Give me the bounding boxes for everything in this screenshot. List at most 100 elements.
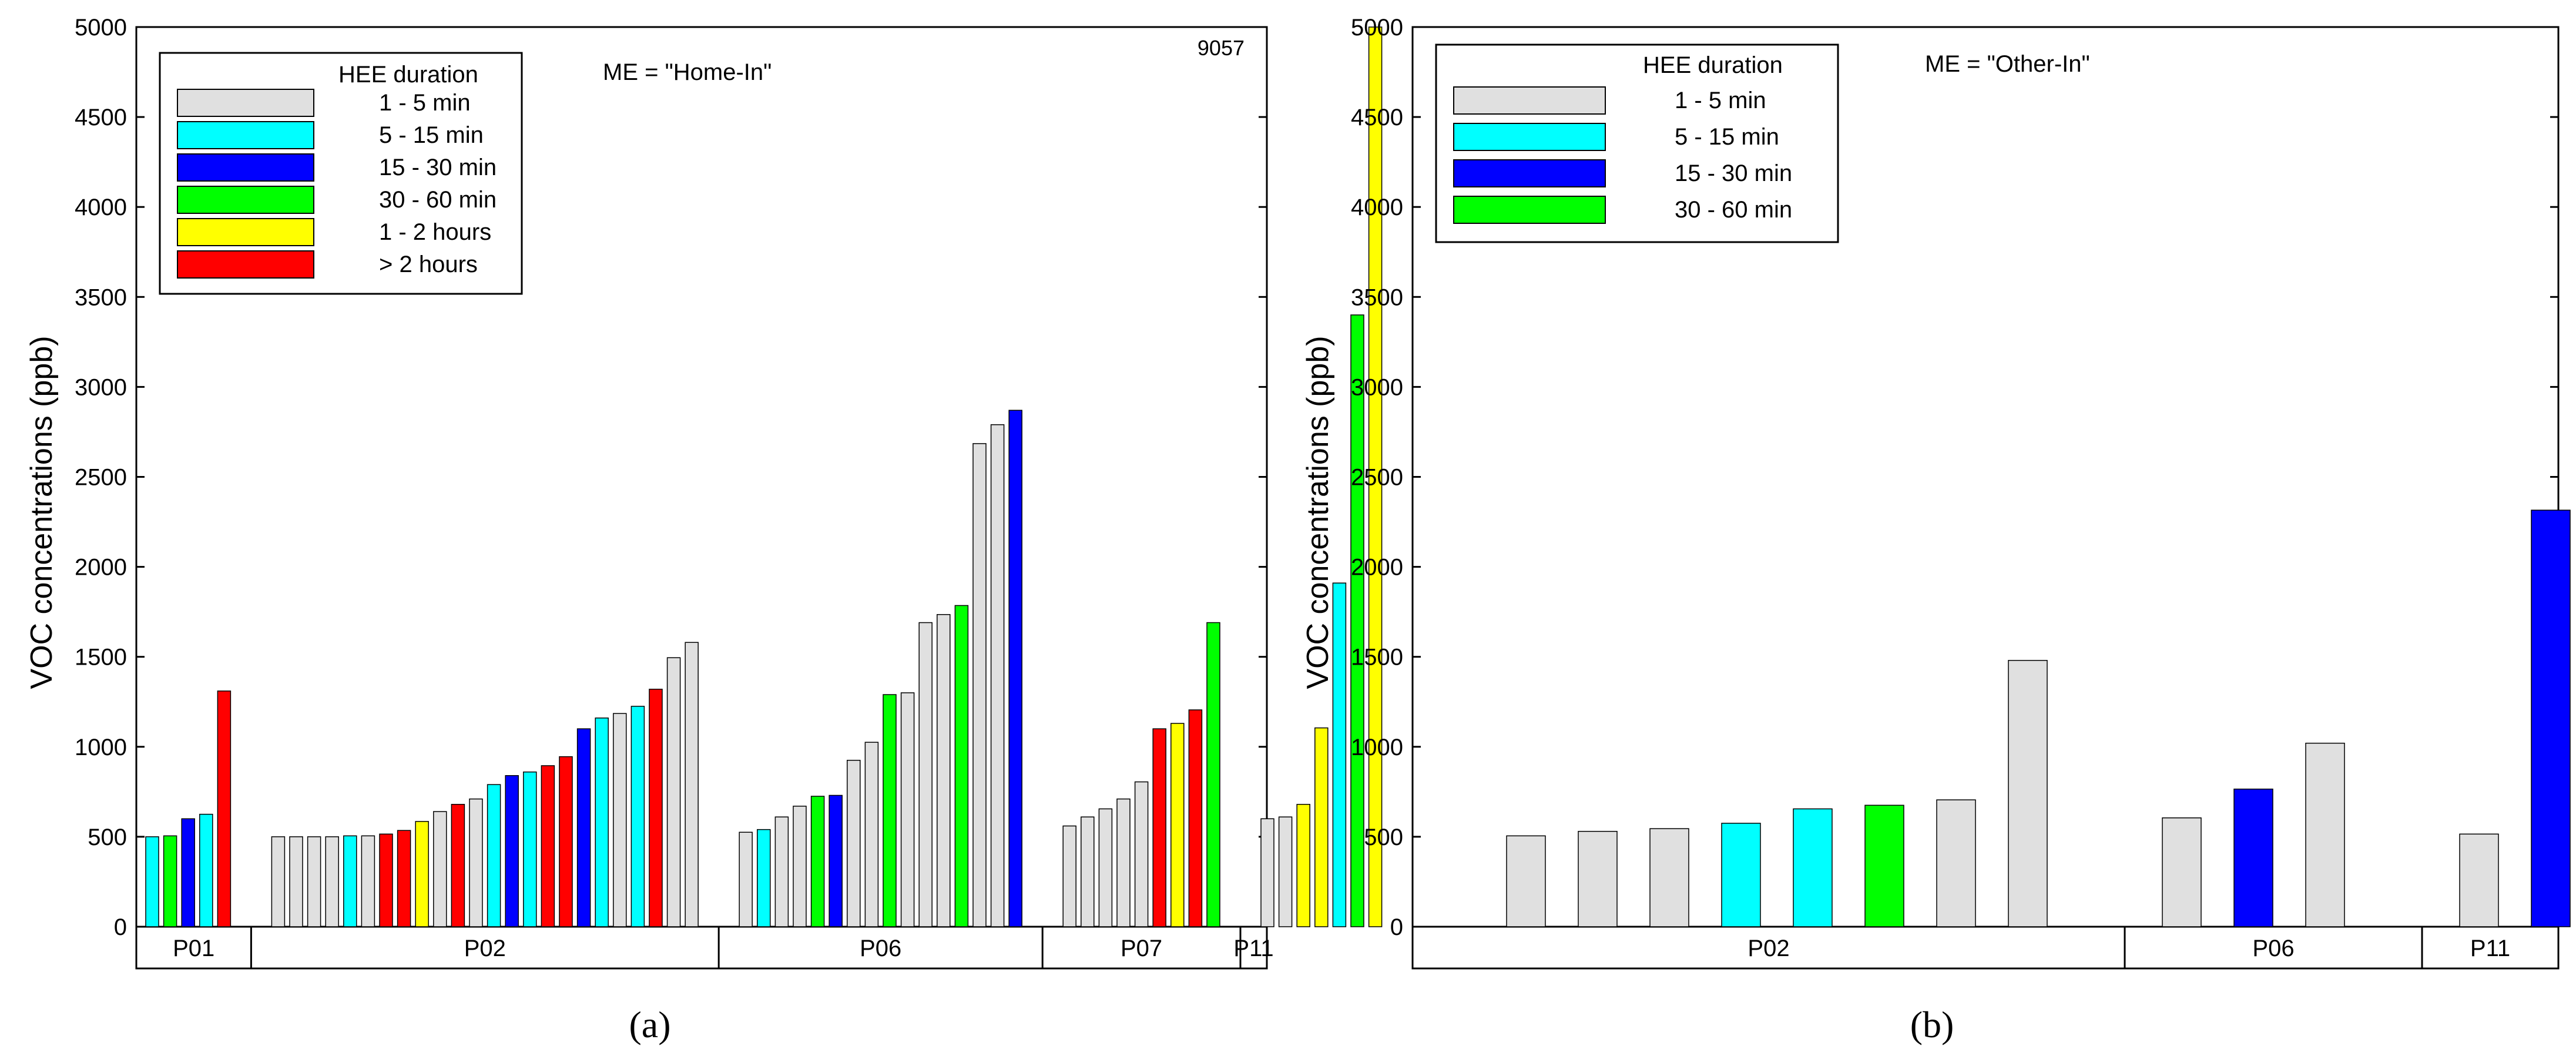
- y-tick-label: 0: [114, 914, 127, 940]
- bar: [451, 804, 465, 927]
- y-tick-label: 2000: [1351, 555, 1403, 581]
- bar: [1864, 804, 1904, 927]
- bar: [1578, 830, 1618, 927]
- bar: [2162, 817, 2202, 927]
- y-tick-label: 1000: [75, 735, 127, 760]
- bar: [829, 794, 843, 927]
- group-label: P11: [2470, 936, 2510, 961]
- bar: [2008, 660, 2048, 927]
- bar: [1506, 835, 1546, 927]
- bar: [145, 836, 159, 927]
- bar: [937, 614, 951, 927]
- annotation-a: ME = "Home-In": [603, 59, 772, 85]
- bar: [2531, 509, 2571, 927]
- y-tick-label: 5000: [1351, 15, 1403, 41]
- plot-border-a: [135, 26, 1268, 970]
- bar: [774, 816, 789, 927]
- plot-border-b: [1411, 26, 2560, 970]
- bar: [864, 742, 879, 927]
- bar: [793, 806, 807, 927]
- bar: [954, 605, 969, 927]
- y-tick-label: 3500: [75, 284, 127, 310]
- bar: [1062, 825, 1076, 927]
- caption-a: (a): [629, 1004, 670, 1045]
- bars-a: [145, 26, 1383, 927]
- bar: [1368, 26, 1383, 927]
- bar: [1296, 804, 1310, 927]
- legend-entry-label: 1 - 5 min: [379, 90, 471, 116]
- bar: [649, 689, 663, 927]
- bar: [1081, 816, 1095, 927]
- bar: [271, 836, 286, 927]
- legend-swatch: [177, 186, 314, 214]
- bar: [181, 818, 195, 927]
- legend-b: HEE duration 1 - 5 min 5 - 15 min 15 - 30 m…: [1435, 43, 1839, 243]
- bar: [199, 813, 213, 927]
- bar: [415, 821, 429, 927]
- y-tick-label: 4000: [75, 195, 127, 220]
- bar: [307, 836, 321, 927]
- bar: [379, 833, 393, 927]
- legend-swatch: [1453, 86, 1606, 115]
- y-tick-label: 2500: [75, 465, 127, 491]
- y-tick-label: 3000: [75, 374, 127, 400]
- bar: [541, 765, 555, 927]
- bar: [1206, 622, 1220, 927]
- bar: [523, 771, 537, 927]
- bar: [972, 443, 987, 927]
- y-tick-label: 0: [1390, 914, 1403, 940]
- y-tick-label: 2500: [1351, 465, 1403, 491]
- bar: [757, 829, 771, 927]
- y-tick-label: 2000: [75, 555, 127, 581]
- legend-swatch: [177, 153, 314, 182]
- bar: [900, 692, 915, 927]
- bar: [918, 622, 933, 927]
- y-tick-label: 1500: [1351, 645, 1403, 671]
- legend-entry-label: 1 - 2 hours: [379, 219, 491, 245]
- bar: [163, 835, 177, 927]
- bar: [1134, 781, 1149, 927]
- legend-entry-label: 30 - 60 min: [379, 187, 497, 213]
- bar: [1008, 410, 1022, 927]
- bar: [325, 836, 339, 927]
- bar: [1260, 818, 1274, 927]
- chart-panel-a: VOC concentrations (ppb) 0 500 1000 1500 200…: [25, 15, 1383, 1045]
- bar: [2233, 789, 2273, 927]
- legend-title: HEE duration: [1643, 52, 1783, 78]
- legend-entry-label: 15 - 30 min: [1675, 160, 1792, 186]
- legend-entry-label: 1 - 5 min: [1675, 88, 1766, 113]
- bar: [343, 835, 357, 927]
- bar: [1332, 582, 1347, 927]
- chart-panel-b: VOC concentrations (ppb) 0 500 1000 1500 200…: [1301, 15, 2571, 1045]
- bars-b: [1506, 509, 2571, 927]
- bar: [559, 756, 573, 927]
- group-label: P02: [464, 936, 506, 961]
- y-tick-label: 500: [1364, 824, 1403, 850]
- bar: [883, 694, 897, 927]
- overflow-label: 9057: [1198, 36, 1245, 60]
- bar: [1170, 723, 1185, 927]
- bar: [1098, 808, 1113, 927]
- plot-frame-a: [135, 26, 1268, 970]
- bar: [397, 830, 411, 927]
- y-tick-label: 1000: [1351, 735, 1403, 760]
- bar: [487, 784, 501, 927]
- bar: [1721, 823, 1761, 927]
- bar: [630, 706, 645, 927]
- caption-b: (b): [1910, 1004, 1954, 1045]
- bar: [739, 832, 753, 927]
- bar: [217, 690, 232, 927]
- y-tick-label: 3500: [1351, 284, 1403, 310]
- bar: [1188, 709, 1203, 927]
- legend-entry-label: 30 - 60 min: [1675, 197, 1792, 223]
- y-tick-label: 3000: [1351, 374, 1403, 400]
- bar: [505, 775, 519, 927]
- legend-swatch: [177, 89, 314, 117]
- group-label: P06: [860, 936, 901, 961]
- bar: [1152, 728, 1166, 927]
- bar: [469, 798, 483, 927]
- y-tick-label: 1500: [75, 645, 127, 671]
- y-axis-label-a: VOC concentrations (ppb): [25, 336, 59, 689]
